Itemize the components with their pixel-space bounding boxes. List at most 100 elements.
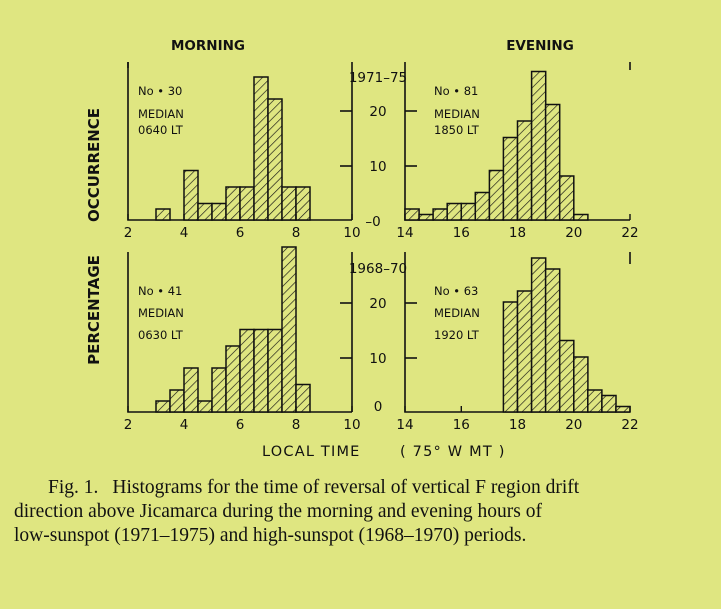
- stats-n-bottom-right: No • 63: [434, 284, 478, 298]
- histogram-bar: [601, 394, 617, 413]
- histogram-bar: [281, 246, 297, 413]
- stats-median-value-top-left: 0640 LT: [138, 123, 184, 137]
- histogram-bar: [253, 76, 269, 221]
- histogram-bar: [502, 136, 519, 221]
- x-tick-label: 2: [124, 225, 133, 241]
- histogram-bar: [211, 367, 227, 413]
- histogram-bar: [155, 208, 171, 221]
- histogram-bottom-left: [155, 246, 311, 413]
- ytick-top-0: –0: [365, 214, 380, 230]
- ylabel-percentage: PERCENTAGE: [85, 255, 103, 365]
- histogram-bar: [432, 208, 448, 221]
- histogram-bar: [197, 202, 213, 221]
- histogram-bar: [253, 328, 269, 413]
- ytick-bottom-0: 0: [374, 399, 383, 415]
- histogram-bar: [267, 98, 283, 221]
- x-tick-label: 4: [180, 225, 189, 241]
- x-tick-label: 20: [565, 417, 582, 433]
- xlabel-unit: ( 75° W MT ): [400, 444, 506, 460]
- xticks-top-right: 14 16 18 20 22: [396, 214, 639, 241]
- histogram-bar: [295, 383, 311, 413]
- stats-n-top-left: No • 30: [138, 84, 182, 98]
- histogram-top-right: [404, 70, 589, 221]
- stats-n-top-right: No • 81: [434, 84, 478, 98]
- x-tick-label: 8: [292, 417, 301, 433]
- period-label-bottom: 1968–70: [349, 261, 407, 277]
- stats-median-value-top-right: 1850 LT: [434, 123, 480, 137]
- ytick-bottom-10: 10: [369, 351, 386, 367]
- x-tick-label: 22: [621, 225, 638, 241]
- histogram-bar: [197, 400, 213, 413]
- histogram-bar: [295, 186, 311, 221]
- x-tick-label: 14: [396, 417, 413, 433]
- histogram-bar: [573, 213, 589, 221]
- histogram-bar: [239, 328, 255, 413]
- histogram-bar: [183, 169, 199, 221]
- period-label-top: 1971–75: [349, 70, 407, 86]
- histogram-bar: [281, 186, 297, 221]
- center-yaxis-top: [340, 110, 417, 167]
- histogram-bar: [267, 328, 283, 413]
- histogram-bar: [615, 405, 631, 413]
- ylabel-occurrence: OCCURRENCE: [85, 108, 103, 222]
- xlabel-local-time: LOCAL TIME: [262, 444, 361, 460]
- histogram-bar: [225, 345, 241, 413]
- histogram-bar: [418, 213, 434, 221]
- xticks-bottom-left: 2 4 6 8 10: [124, 406, 361, 433]
- histogram-bar: [225, 186, 241, 221]
- caption-line-1: Histograms for the time of reversal of v…: [112, 477, 580, 498]
- x-tick-label: 22: [621, 417, 638, 433]
- ytick-top-10: 10: [369, 159, 386, 175]
- x-tick-label: 20: [565, 225, 582, 241]
- histogram-bar: [446, 202, 463, 221]
- x-tick-label: 10: [343, 417, 360, 433]
- histogram-bottom-right: [502, 257, 631, 413]
- stats-median-top-right: MEDIAN: [434, 107, 480, 121]
- histogram-bar: [558, 339, 575, 413]
- x-tick-label: 4: [180, 417, 189, 433]
- x-tick-label: 10: [343, 225, 360, 241]
- caption-fig-number: Fig. 1.: [48, 477, 99, 498]
- morning-header: MORNING: [171, 38, 245, 54]
- x-tick-label: 6: [236, 417, 245, 433]
- histogram-bar: [544, 268, 561, 413]
- x-tick-label: 2: [124, 417, 133, 433]
- histogram-bar: [239, 186, 255, 221]
- histogram-bar: [573, 356, 589, 413]
- stats-median-bottom-left: MEDIAN: [138, 306, 184, 320]
- histogram-bar: [516, 290, 533, 413]
- histogram-bar: [587, 389, 603, 413]
- xticks-bottom-right: 14 16 18 20 22: [396, 406, 639, 433]
- ytick-bottom-20: 20: [369, 296, 386, 312]
- x-tick-label: 18: [509, 225, 526, 241]
- histogram-bar: [183, 367, 199, 413]
- histogram-figure: MORNING EVENING OCCURRENCE PERCENTAGE 20…: [85, 38, 639, 460]
- x-tick-label: 14: [396, 225, 413, 241]
- histogram-bar: [502, 301, 519, 413]
- stats-n-bottom-left: No • 41: [138, 284, 182, 298]
- histogram-bar: [558, 175, 575, 221]
- x-tick-label: 8: [292, 225, 301, 241]
- stats-median-bottom-right: MEDIAN: [434, 306, 480, 320]
- stats-median-value-bottom-right: 1920 LT: [434, 328, 480, 342]
- x-tick-label: 16: [453, 225, 470, 241]
- evening-header: EVENING: [506, 38, 574, 54]
- ytick-top-20: 20: [369, 104, 386, 120]
- histogram-bar: [155, 400, 171, 413]
- histogram-bar: [516, 120, 533, 221]
- stats-median-value-bottom-left: 0630 LT: [138, 328, 184, 342]
- x-tick-label: 16: [453, 417, 470, 433]
- histogram-top-left: [155, 76, 311, 221]
- figure-caption: Fig. 1. Histograms for the time of revers…: [14, 476, 714, 548]
- caption-line-3: low-sunspot (1971–1975) and high-sunspot…: [14, 525, 527, 546]
- histogram-bar: [530, 70, 547, 221]
- histogram-bar: [544, 103, 561, 221]
- x-tick-label: 18: [509, 417, 526, 433]
- histogram-bar: [169, 389, 185, 413]
- histogram-bar: [404, 208, 420, 221]
- histogram-bar: [530, 257, 547, 413]
- center-yaxis-bottom: [340, 302, 417, 359]
- caption-line-2: direction above Jicamarca during the mor…: [14, 501, 542, 522]
- xticks-top-left: 2 4 6 8 10: [124, 214, 361, 241]
- stats-median-top-left: MEDIAN: [138, 107, 184, 121]
